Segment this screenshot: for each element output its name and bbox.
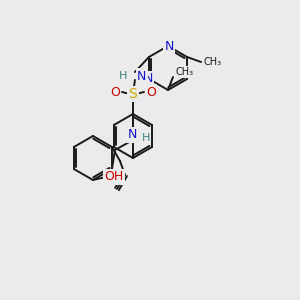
- Text: CH₃: CH₃: [175, 67, 193, 77]
- Text: O: O: [146, 85, 156, 98]
- Text: H: H: [118, 71, 127, 81]
- Text: O: O: [110, 85, 120, 98]
- Text: OH: OH: [104, 170, 124, 184]
- Text: S: S: [129, 87, 137, 101]
- Text: CH₃: CH₃: [203, 57, 221, 67]
- Text: H: H: [142, 133, 150, 143]
- Text: N: N: [143, 73, 153, 85]
- Text: N: N: [127, 128, 136, 142]
- Text: N: N: [137, 70, 146, 83]
- Text: N: N: [164, 40, 174, 52]
